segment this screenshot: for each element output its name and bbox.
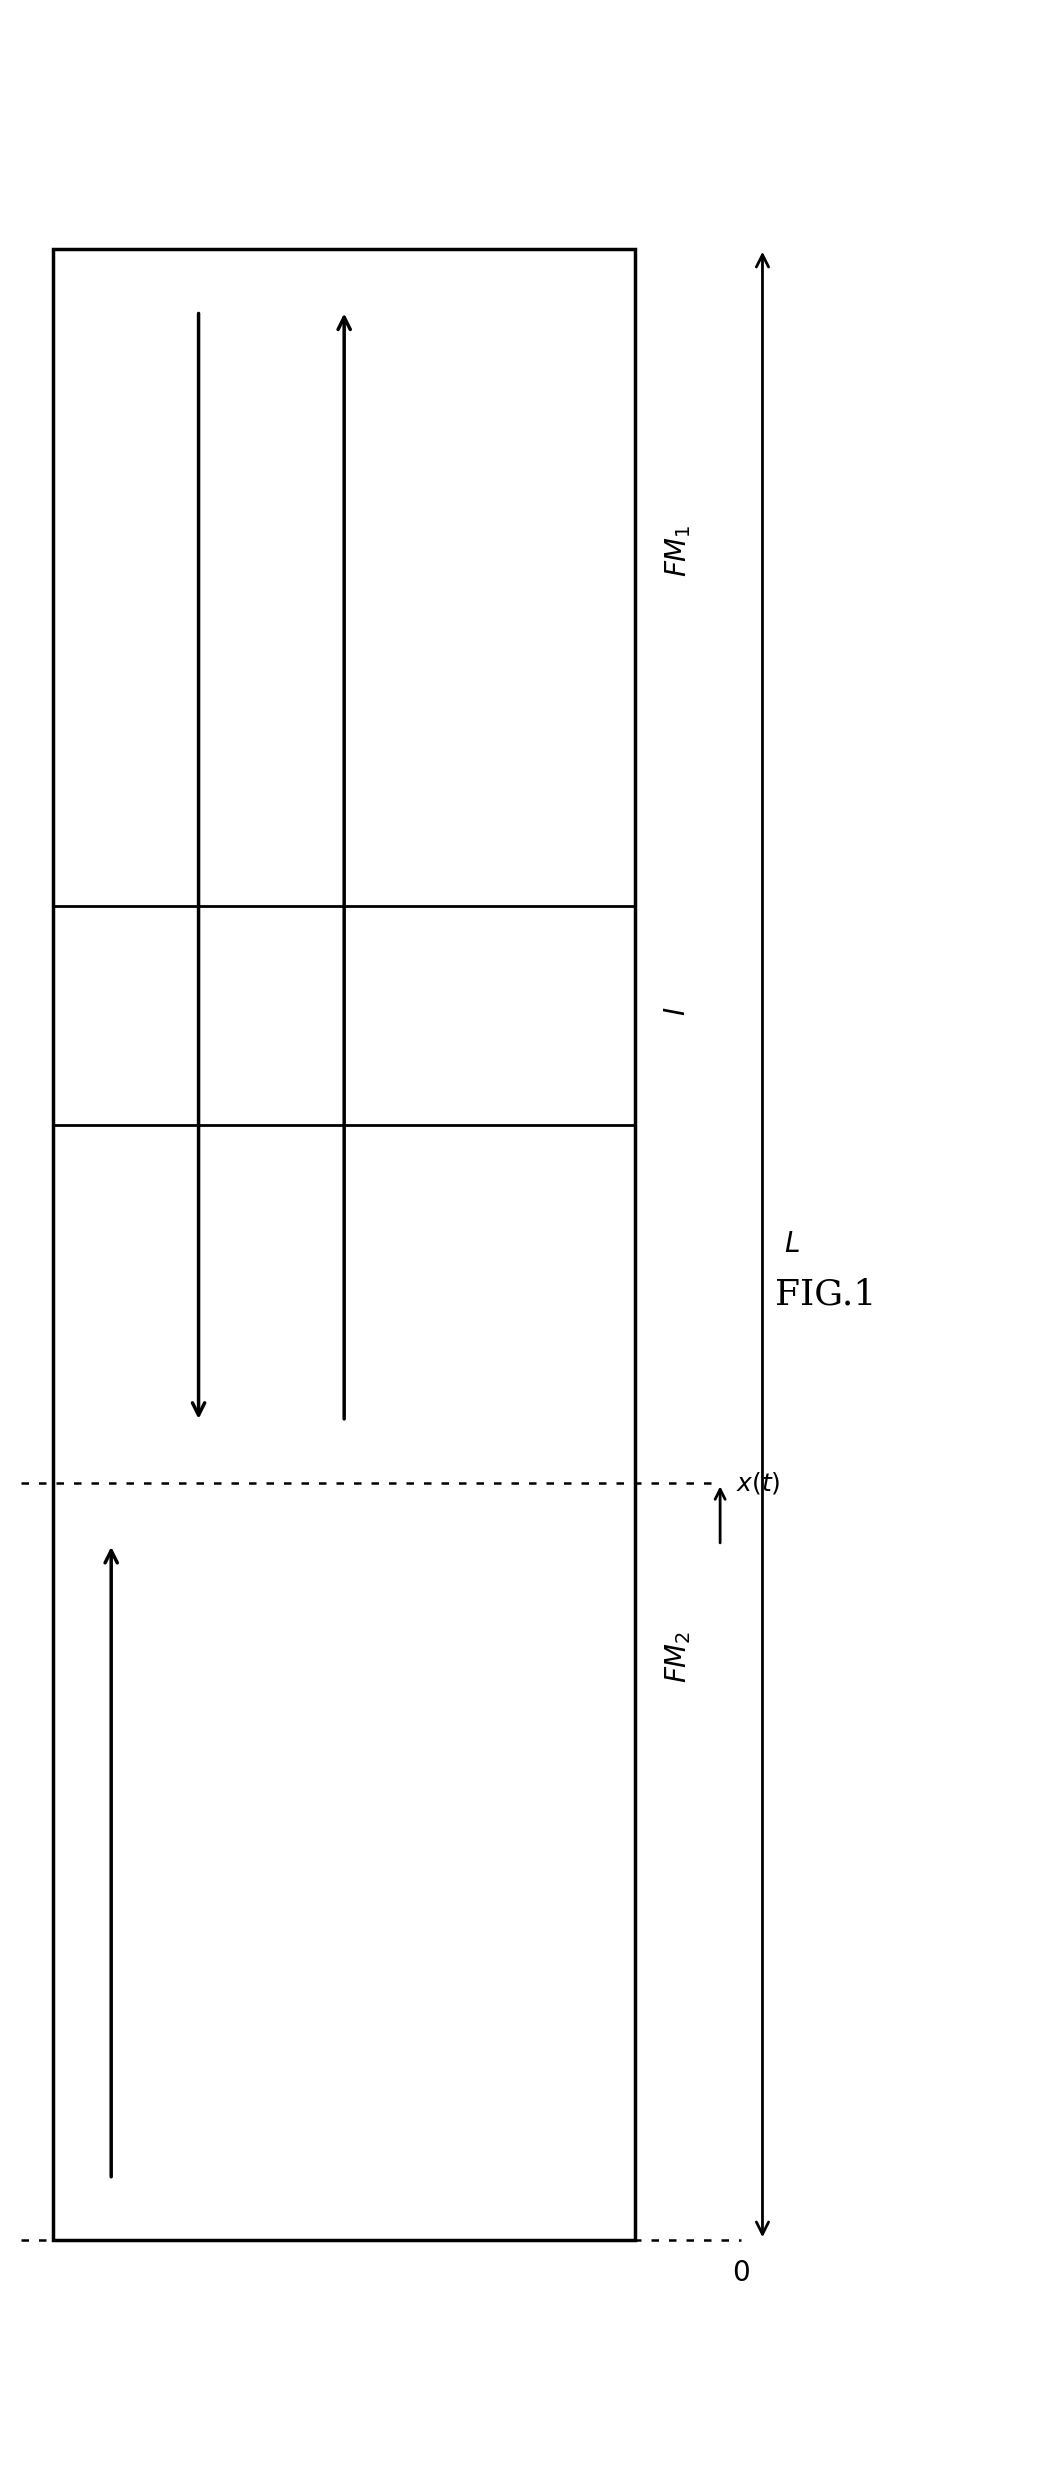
Text: $L$: $L$ [784, 1232, 800, 1257]
Text: $I$: $I$ [664, 1006, 692, 1016]
Bar [53, 249, 635, 2240]
Text: $x(t)$: $x(t)$ [736, 1471, 780, 1496]
Text: $FM_1$: $FM_1$ [663, 525, 693, 577]
Text: $FM_2$: $FM_2$ [663, 1630, 693, 1683]
Text: $0$: $0$ [733, 2260, 750, 2287]
Text: FIG.1: FIG.1 [775, 1277, 877, 1312]
